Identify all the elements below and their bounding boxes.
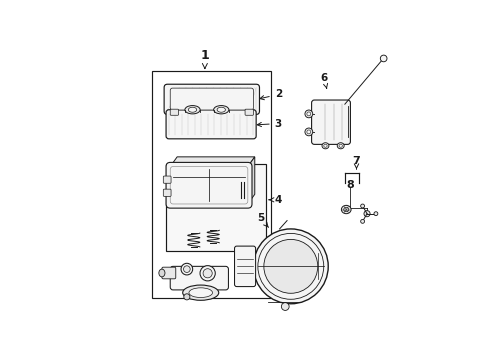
Ellipse shape bbox=[305, 128, 312, 136]
Ellipse shape bbox=[337, 143, 344, 149]
Ellipse shape bbox=[188, 288, 212, 297]
Polygon shape bbox=[247, 157, 254, 204]
Text: 3: 3 bbox=[257, 118, 282, 129]
Ellipse shape bbox=[360, 219, 364, 223]
Ellipse shape bbox=[183, 266, 190, 273]
Ellipse shape bbox=[306, 130, 310, 134]
Text: 1: 1 bbox=[200, 49, 209, 68]
FancyBboxPatch shape bbox=[162, 267, 175, 279]
Ellipse shape bbox=[373, 212, 377, 216]
Circle shape bbox=[253, 229, 327, 304]
Ellipse shape bbox=[363, 211, 369, 217]
Ellipse shape bbox=[203, 269, 212, 278]
Ellipse shape bbox=[323, 144, 326, 147]
Ellipse shape bbox=[188, 107, 196, 112]
Ellipse shape bbox=[341, 205, 350, 214]
Ellipse shape bbox=[360, 204, 364, 208]
Text: 5: 5 bbox=[256, 213, 268, 228]
FancyBboxPatch shape bbox=[166, 110, 256, 139]
FancyBboxPatch shape bbox=[163, 176, 171, 183]
Circle shape bbox=[264, 239, 317, 293]
Circle shape bbox=[281, 303, 288, 310]
Polygon shape bbox=[166, 164, 265, 251]
FancyBboxPatch shape bbox=[170, 109, 178, 115]
FancyBboxPatch shape bbox=[244, 109, 253, 115]
Ellipse shape bbox=[321, 143, 328, 149]
Ellipse shape bbox=[184, 105, 200, 114]
Polygon shape bbox=[170, 157, 254, 167]
FancyBboxPatch shape bbox=[311, 100, 350, 144]
FancyBboxPatch shape bbox=[164, 84, 259, 114]
FancyBboxPatch shape bbox=[170, 266, 228, 290]
FancyBboxPatch shape bbox=[234, 246, 255, 287]
Ellipse shape bbox=[159, 269, 164, 277]
Text: 4: 4 bbox=[268, 195, 282, 205]
Ellipse shape bbox=[338, 144, 342, 147]
Ellipse shape bbox=[183, 294, 189, 300]
Ellipse shape bbox=[343, 207, 348, 212]
Ellipse shape bbox=[181, 263, 192, 275]
FancyBboxPatch shape bbox=[170, 88, 253, 110]
FancyBboxPatch shape bbox=[163, 189, 171, 196]
Ellipse shape bbox=[183, 285, 218, 300]
Ellipse shape bbox=[305, 110, 312, 118]
Text: 2: 2 bbox=[260, 90, 282, 100]
Ellipse shape bbox=[213, 105, 228, 114]
Ellipse shape bbox=[306, 112, 310, 116]
Text: 8: 8 bbox=[346, 180, 353, 190]
Ellipse shape bbox=[217, 107, 225, 112]
Text: 7: 7 bbox=[352, 156, 360, 169]
Ellipse shape bbox=[200, 266, 215, 281]
Text: 6: 6 bbox=[320, 73, 327, 89]
FancyBboxPatch shape bbox=[166, 162, 251, 208]
Circle shape bbox=[380, 55, 386, 62]
